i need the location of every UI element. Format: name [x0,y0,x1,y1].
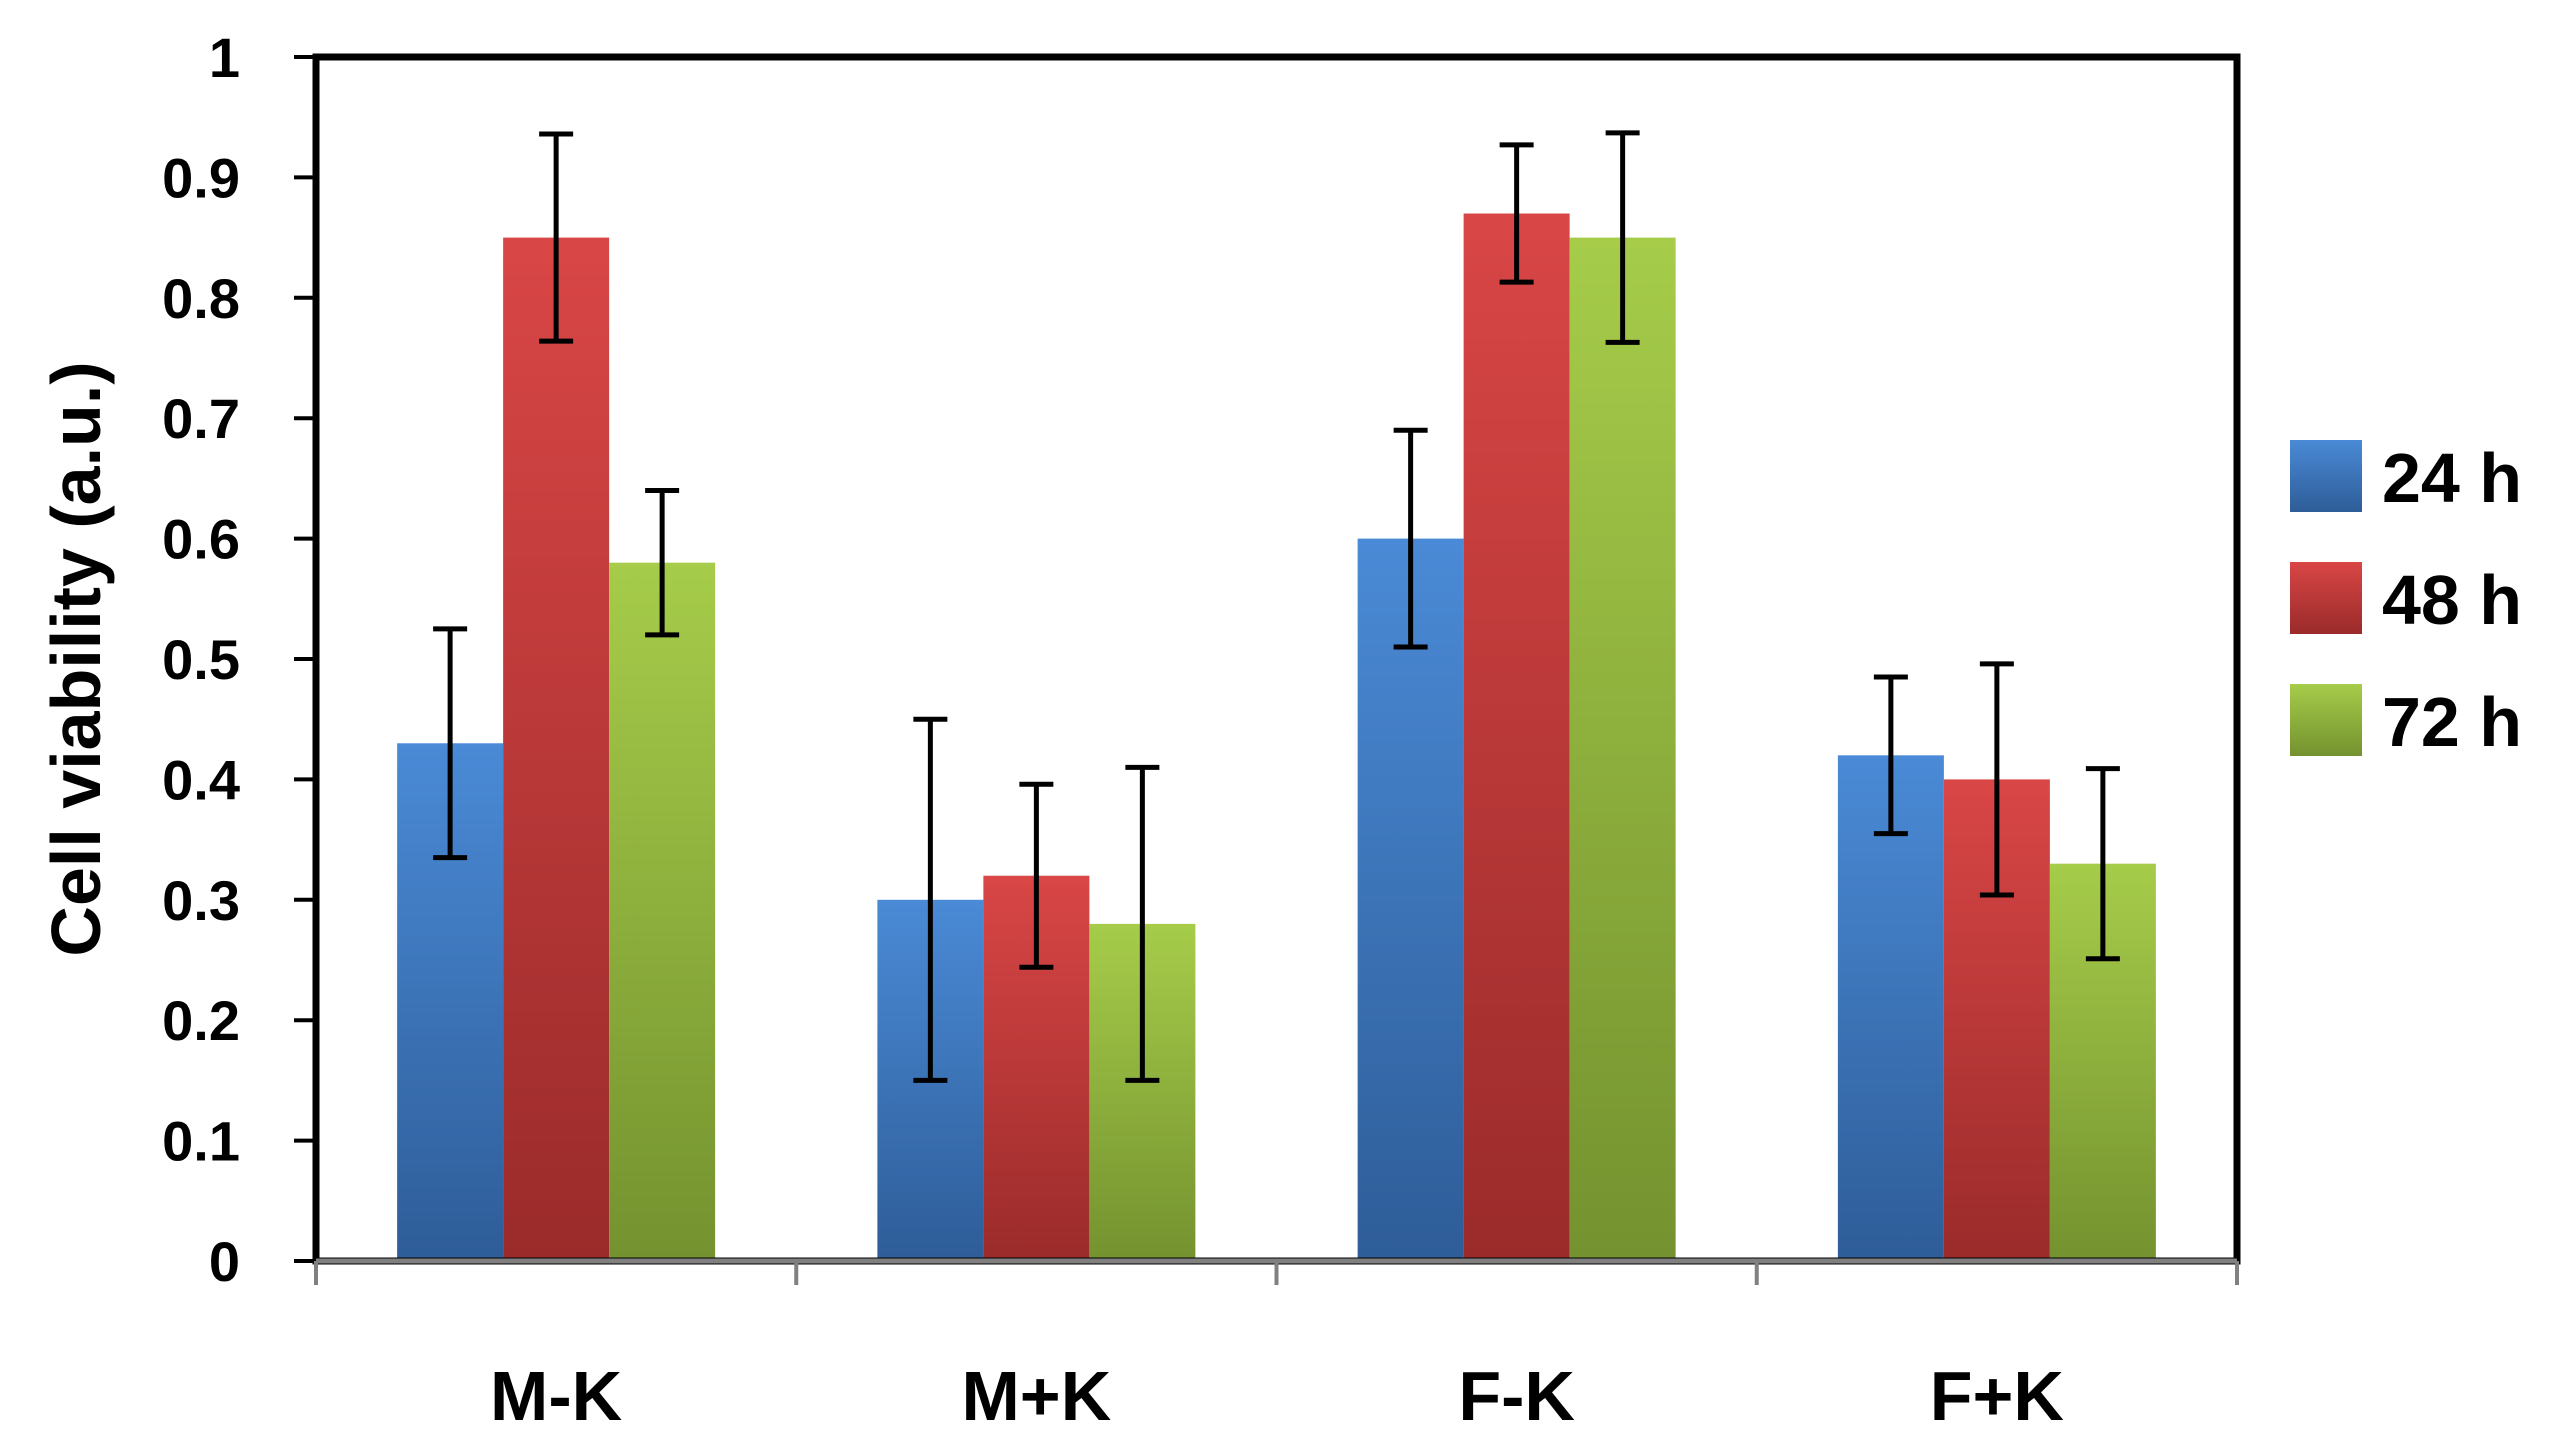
x-category-label: F+K [1930,1357,2064,1435]
legend-label: 48 h [2382,561,2522,639]
y-tick-label: 0 [209,1230,240,1293]
bar-48h-F-K [1463,213,1570,1261]
y-tick-label: 0.4 [162,748,240,811]
y-tick-label: 0.5 [162,628,240,691]
error-bar-72h-F-K [1605,130,1640,345]
bar-72h-M-K [609,562,716,1261]
bar-24h-F-K [1357,538,1464,1261]
y-tick-label: 1 [209,26,240,89]
bar-48h-M-K [503,237,610,1262]
error-bar-48h-M+K [1019,781,1054,970]
axes-layer [294,55,2239,1285]
error-bar-48h-F-K [1499,142,1534,285]
legend-label: 72 h [2382,683,2522,761]
y-tick-label: 0.3 [162,869,240,932]
error-bar-48h-M-K [539,131,574,344]
legend-item-72h: 72 h [2290,683,2522,761]
bar-24h-F+K [1837,755,1944,1261]
error-bar-48h-F+K [1979,661,2014,898]
error-bar-24h-M-K [433,626,468,861]
error-bar-24h-F+K [1873,674,1908,837]
x-category-label: M-K [490,1357,622,1435]
error-bars-layer [433,130,2120,1083]
x-category-label: F-K [1458,1357,1575,1435]
error-bar-72h-F+K [2085,766,2120,962]
error-bar-24h-M+K [913,716,948,1083]
error-bar-72h-M-K [645,487,680,638]
error-bar-24h-F-K [1393,427,1428,650]
y-tick-label: 0.6 [162,508,240,571]
y-tick-label: 0.8 [162,267,240,330]
legend-swatch [2290,562,2362,634]
y-axis-title: Cell viability (a.u.) [37,361,115,956]
y-tick-label: 0.7 [162,387,240,450]
legend-item-24h: 24 h [2290,439,2522,517]
y-tick-label: 0.1 [162,1110,240,1173]
legend-swatch [2290,684,2362,756]
legend-item-48h: 48 h [2290,561,2522,639]
labels-layer: 0 0.1 0.2 0.3 0.4 0.5 0.6 0.7 0.8 0.9 1 M-K M+K F-K F+… [162,26,2064,1435]
legend-label: 24 h [2382,439,2522,517]
y-tick-label: 0.9 [162,146,240,209]
bar-72h-F-K [1569,237,1676,1262]
y-tick-label: 0.2 [162,989,240,1052]
legend: 24 h 48 h 72 h [2290,439,2522,761]
bars-layer [397,213,2156,1262]
legend-swatch [2290,440,2362,512]
error-bar-72h-M+K [1125,764,1160,1083]
x-category-label: M+K [962,1357,1112,1435]
